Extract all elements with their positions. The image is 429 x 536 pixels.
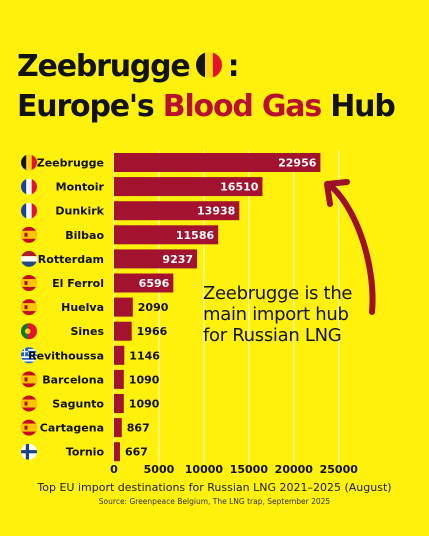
annotation-line: main import hub (203, 304, 349, 325)
x-tick-label: 25000 (320, 463, 359, 476)
category-label: Sines (70, 325, 104, 338)
category-label: Huelva (61, 301, 104, 314)
chart-caption: Top EU import destinations for Russian L… (37, 481, 392, 494)
x-tick-label: 5000 (144, 463, 175, 476)
annotation-arrow-icon (324, 179, 376, 315)
x-tick-label: 0 (110, 463, 118, 476)
value-label: 667 (125, 446, 148, 459)
category-label: Tornio (66, 446, 105, 459)
chart-source: Source: Greenpeace Belgium, The LNG trap… (98, 497, 331, 506)
value-label: 13938 (197, 205, 235, 218)
x-tick-label: 20000 (275, 463, 314, 476)
x-tick-label: 15000 (230, 463, 269, 476)
value-label: 2090 (138, 301, 169, 314)
spain-flag-icon (21, 395, 37, 412)
bar-huelva (114, 297, 133, 317)
value-label: 1090 (129, 398, 160, 411)
spain-flag-icon (21, 371, 37, 388)
bar-sines (114, 321, 132, 341)
spain-flag-icon (21, 275, 37, 291)
netherlands-flag-icon (21, 250, 37, 267)
portugal-flag-icon (21, 323, 37, 340)
title-line-2: Europe's Blood Gas Hub (17, 89, 396, 124)
category-label: El Ferrol (52, 277, 104, 290)
bar-rotterdam (114, 249, 198, 269)
belgium-flag-icon (21, 154, 37, 171)
belgium-flag-icon (195, 51, 222, 78)
category-label: Bilbao (65, 229, 104, 242)
category-label: Cartagena (40, 422, 104, 435)
value-label: 867 (127, 422, 150, 435)
category-label: Rotterdam (38, 253, 104, 266)
category-label: Barcelona (42, 373, 104, 386)
spain-flag-icon (21, 419, 37, 436)
france-flag-icon (21, 178, 37, 195)
spain-flag-icon (21, 226, 37, 243)
title-highlight: Blood Gas (162, 89, 322, 124)
bar-el-ferrol (114, 273, 174, 293)
bar-zeebrugge (114, 153, 321, 172)
title-colon: : (227, 49, 240, 84)
value-label: 1146 (129, 349, 160, 362)
category-label: Montoir (56, 181, 105, 194)
title-line-1: Zeebrugge: (17, 49, 240, 84)
category-label: Sagunto (52, 398, 104, 411)
greece-flag-icon (21, 347, 37, 364)
value-label: 9237 (162, 253, 193, 266)
bars: 22956 16510 13938 11586 9237 6596 2090 1966 1146… (114, 153, 321, 462)
category-label: Dunkirk (55, 205, 104, 218)
bar-montoir (114, 177, 263, 197)
category-label: Zeebrugge (37, 157, 104, 170)
value-label: 16510 (220, 181, 259, 194)
x-tick-label: 10000 (185, 463, 224, 476)
category-labels: Zeebrugge Montoir Dunkirk Bilbao Rotterdam El… (28, 157, 105, 459)
title-suffix: Hub (330, 89, 396, 124)
value-label: 1966 (137, 325, 168, 338)
title-place: Zeebrugge (17, 49, 191, 84)
value-label: 1090 (129, 373, 160, 386)
title-prefix: Europe's (17, 89, 155, 124)
value-label: 11586 (176, 229, 215, 242)
value-label: 22956 (278, 157, 317, 170)
bar-tornio (114, 442, 120, 462)
bar-sagunto (114, 394, 124, 413)
x-axis-ticks: 0 5000 10000 15000 20000 25000 (110, 463, 358, 476)
bar-barcelona (114, 369, 124, 389)
flags (21, 154, 37, 460)
value-label: 6596 (139, 277, 170, 290)
annotation-text: Zeebrugge is the main import hub for Rus… (203, 283, 353, 346)
france-flag-icon (21, 202, 37, 219)
bar-revithoussa (114, 345, 125, 365)
annotation-line: Zeebrugge is the (203, 283, 353, 304)
spain-flag-icon (21, 299, 37, 316)
annotation-line: for Russian LNG (203, 325, 342, 346)
category-label: Revithoussa (28, 349, 104, 362)
finland-flag-icon (21, 443, 37, 460)
bar-dunkirk (114, 201, 240, 221)
bar-cartagena (114, 418, 122, 438)
bar-bilbao (114, 225, 219, 245)
